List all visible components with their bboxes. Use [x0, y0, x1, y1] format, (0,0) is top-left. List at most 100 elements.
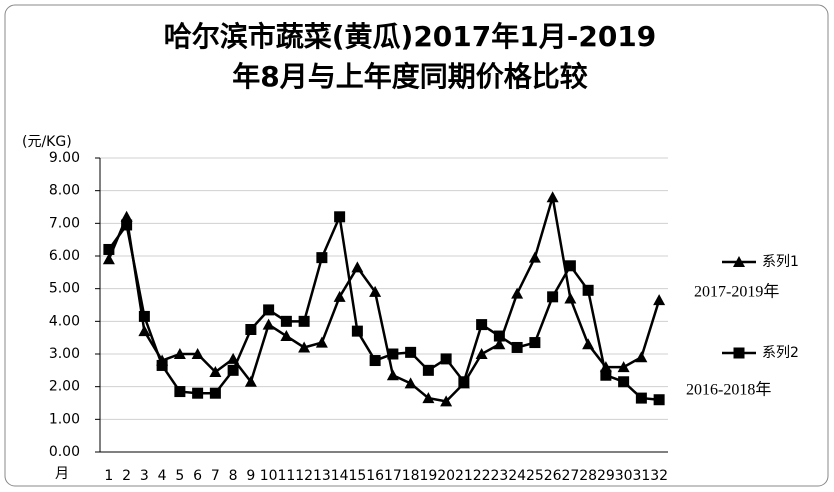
- x-tick-label: 2: [122, 468, 131, 484]
- y-tick-label: 3.00: [49, 346, 80, 362]
- marker: [333, 290, 346, 302]
- marker: [617, 361, 630, 373]
- marker: [733, 256, 745, 267]
- marker: [351, 325, 363, 337]
- marker: [511, 341, 523, 353]
- marker: [493, 330, 505, 342]
- marker: [138, 325, 151, 337]
- x-tick-label: 26: [544, 468, 562, 484]
- marker: [422, 364, 434, 376]
- marker: [263, 304, 275, 316]
- marker: [386, 369, 399, 381]
- marker: [280, 330, 293, 342]
- marker: [564, 292, 577, 304]
- marker: [351, 261, 364, 273]
- marker: [440, 395, 453, 407]
- x-tick-label: 13: [313, 468, 331, 484]
- x-tick-label: 28: [579, 468, 597, 484]
- marker: [120, 210, 133, 222]
- x-tick-label: 22: [473, 468, 491, 484]
- marker: [618, 376, 630, 388]
- x-tick-label: 6: [193, 468, 202, 484]
- x-tick-label: 20: [437, 468, 455, 484]
- x-tick-label: 21: [455, 468, 473, 484]
- marker: [653, 394, 665, 406]
- x-tick-label: 24: [508, 468, 526, 484]
- marker: [334, 211, 346, 223]
- x-tick-label: 9: [246, 468, 255, 484]
- marker: [173, 348, 186, 359]
- marker: [475, 348, 488, 359]
- x-tick-label: 23: [490, 468, 508, 484]
- marker: [369, 285, 382, 297]
- x-tick-label: 3: [140, 468, 149, 484]
- marker: [138, 310, 150, 322]
- legend-label: 系列1: [762, 254, 799, 270]
- marker: [209, 365, 222, 377]
- marker: [209, 387, 221, 399]
- marker: [245, 324, 257, 335]
- marker: [422, 392, 435, 404]
- y-tick-label: 5.00: [49, 281, 80, 297]
- marker: [458, 376, 470, 388]
- x-tick-label: 29: [597, 468, 615, 484]
- marker: [564, 260, 576, 272]
- marker: [511, 287, 524, 299]
- marker: [103, 243, 115, 255]
- marker: [599, 361, 612, 373]
- x-tick-label: 12: [295, 468, 313, 484]
- marker: [733, 347, 745, 359]
- marker: [262, 318, 275, 330]
- x-tick-label: 5: [175, 468, 184, 484]
- x-tick-label: 25: [526, 468, 544, 484]
- marker: [635, 392, 647, 404]
- y-tick-label: 1.00: [49, 411, 80, 427]
- chart-title: 哈尔滨市蔬菜(黄瓜)2017年1月-2019: [164, 20, 657, 53]
- marker: [528, 251, 541, 263]
- annotation: 2017-2019年: [694, 283, 779, 301]
- marker: [192, 387, 204, 399]
- x-tick-label: 30: [615, 468, 633, 484]
- y-tick-label: 9.00: [49, 150, 80, 166]
- marker: [404, 377, 417, 389]
- y-tick-label: 0.00: [49, 444, 80, 460]
- marker: [476, 319, 488, 331]
- x-tick-label: 27: [561, 468, 579, 484]
- x-tick-label: 7: [211, 468, 220, 484]
- marker: [546, 191, 559, 203]
- x-tick-label: 31: [632, 468, 650, 484]
- marker: [440, 353, 452, 365]
- y-tick-label: 6.00: [49, 248, 80, 264]
- marker: [121, 219, 133, 231]
- marker: [653, 294, 666, 306]
- x-tick-label: 8: [229, 468, 238, 484]
- marker: [244, 375, 257, 387]
- y-tick-label: 2.00: [49, 379, 80, 395]
- x-tick-label: 4: [158, 468, 167, 484]
- marker: [547, 291, 559, 303]
- x-tick-label: 17: [384, 468, 402, 484]
- marker: [529, 337, 541, 349]
- x-axis-label: 月: [55, 466, 69, 482]
- marker: [582, 284, 594, 296]
- x-tick-label: 14: [331, 468, 349, 484]
- y-tick-label: 7.00: [49, 215, 80, 231]
- marker: [635, 351, 648, 363]
- marker: [102, 253, 115, 265]
- y-tick-label: 4.00: [49, 313, 80, 329]
- y-tick-label: 8.00: [49, 183, 80, 199]
- marker: [387, 348, 399, 360]
- marker: [493, 338, 506, 350]
- y-axis-label: (元/KG): [22, 134, 72, 150]
- marker: [316, 252, 328, 264]
- marker: [582, 338, 595, 350]
- marker: [369, 355, 381, 367]
- marker: [191, 348, 204, 359]
- x-tick-label: 32: [650, 468, 668, 484]
- x-tick-label: 11: [277, 468, 295, 484]
- x-tick-label: 15: [348, 468, 366, 484]
- x-tick-label: 19: [419, 468, 437, 484]
- marker: [315, 336, 328, 348]
- chart-title: 年8月与上年度同期价格比较: [232, 60, 587, 93]
